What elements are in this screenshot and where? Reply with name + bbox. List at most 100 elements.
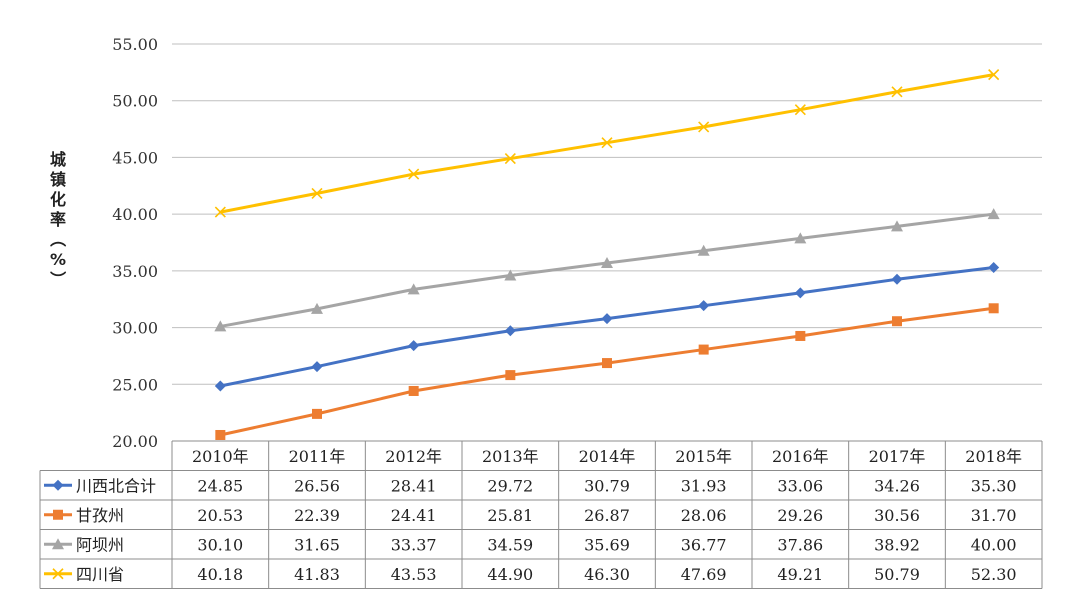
data-point bbox=[698, 300, 710, 312]
gridlines bbox=[172, 43, 1042, 385]
data-value-label: 38.92 bbox=[874, 535, 920, 554]
data-point bbox=[987, 208, 1000, 220]
legend-series-name: 四川省 bbox=[76, 565, 124, 584]
data-point bbox=[52, 568, 64, 580]
y-tick-label: 50.00 bbox=[112, 92, 158, 111]
series-line bbox=[220, 265, 994, 388]
x-category-label: 2014年 bbox=[579, 447, 636, 466]
data-value-label: 41.83 bbox=[294, 565, 340, 584]
data-value-label: 35.69 bbox=[584, 535, 630, 554]
data-value-label: 47.69 bbox=[681, 565, 727, 584]
data-value-label: 33.37 bbox=[391, 535, 437, 554]
data-point bbox=[214, 206, 226, 218]
data-point bbox=[311, 302, 323, 314]
data-point bbox=[601, 137, 613, 149]
x-category-label: 2015年 bbox=[675, 447, 732, 466]
y-axis-label-char: 镇 bbox=[50, 170, 66, 189]
data-point bbox=[504, 152, 516, 165]
legend-series-name: 川西北合计 bbox=[76, 476, 156, 495]
data-value-label: 28.41 bbox=[391, 476, 437, 495]
data-point bbox=[52, 538, 64, 550]
x-category-label: 2013年 bbox=[482, 447, 539, 466]
y-axis-label-char: 化 bbox=[50, 190, 66, 209]
data-point bbox=[891, 273, 903, 285]
data-value-label: 35.30 bbox=[971, 476, 1017, 495]
data-point bbox=[988, 261, 1000, 273]
x-category-label: 2012年 bbox=[385, 447, 442, 466]
data-value-label: 37.86 bbox=[777, 535, 823, 554]
data-point bbox=[891, 220, 903, 232]
data-point bbox=[408, 340, 420, 352]
y-tick-label: 40.00 bbox=[112, 205, 158, 224]
data-point-stroke bbox=[408, 168, 420, 180]
data-value-label: 26.87 bbox=[584, 506, 630, 525]
y-tick-label: 20.00 bbox=[112, 432, 158, 451]
data-value-label: 34.59 bbox=[487, 535, 533, 554]
data-value-label: 43.53 bbox=[391, 565, 437, 584]
data-point bbox=[794, 287, 806, 299]
data-point bbox=[601, 313, 613, 325]
y-axis-label-char: % bbox=[50, 250, 66, 269]
data-value-label: 40.18 bbox=[197, 565, 243, 584]
y-tick-label: 35.00 bbox=[112, 262, 158, 281]
y-axis-ticks: 20.00 25.00 30.00 35.00 40.00 45.00 50.00 55.00 bbox=[112, 35, 158, 451]
data-point-stroke bbox=[504, 152, 516, 165]
data-point bbox=[311, 187, 323, 199]
data-point bbox=[214, 380, 226, 392]
data-value-label: 26.56 bbox=[294, 476, 340, 495]
data-point bbox=[504, 269, 517, 281]
data-point-stroke bbox=[214, 206, 226, 218]
data-point bbox=[408, 385, 419, 396]
data-point bbox=[891, 86, 903, 98]
data-point bbox=[505, 370, 516, 381]
y-tick-label: 25.00 bbox=[112, 375, 158, 394]
data-point bbox=[52, 479, 64, 491]
y-axis-label-char: （ bbox=[48, 231, 67, 247]
data-value-label: 52.30 bbox=[971, 565, 1017, 584]
data-point bbox=[698, 121, 710, 133]
data-point bbox=[795, 330, 806, 341]
legend-series-name: 阿坝州 bbox=[76, 535, 124, 554]
x-category-label: 2018年 bbox=[965, 447, 1022, 466]
data-value-label: 30.10 bbox=[197, 535, 243, 554]
data-value-label: 31.93 bbox=[681, 476, 727, 495]
data-value-label: 25.81 bbox=[487, 506, 533, 525]
data-value-label: 28.06 bbox=[681, 506, 727, 525]
y-tick-label: 55.00 bbox=[112, 35, 158, 54]
data-point bbox=[214, 320, 227, 332]
data-point-stroke bbox=[891, 86, 903, 98]
y-axis-label-char: ） bbox=[48, 271, 67, 287]
data-value-label: 34.26 bbox=[874, 476, 920, 495]
data-point bbox=[794, 232, 807, 244]
series-line bbox=[220, 212, 994, 328]
series-markers bbox=[214, 69, 1000, 440]
x-category-label: 2010年 bbox=[192, 447, 249, 466]
data-value-label: 24.41 bbox=[391, 506, 437, 525]
y-axis-label-char: 率 bbox=[50, 210, 66, 229]
data-value-label: 44.90 bbox=[487, 565, 533, 584]
series-lines bbox=[220, 73, 994, 437]
data-point bbox=[697, 244, 710, 256]
y-tick-label: 30.00 bbox=[112, 319, 158, 338]
data-point bbox=[988, 69, 1000, 81]
data-value-label: 31.65 bbox=[294, 535, 340, 554]
data-value-label: 31.70 bbox=[971, 506, 1017, 525]
data-point-stroke bbox=[698, 121, 710, 133]
data-point bbox=[601, 257, 613, 269]
data-value-label: 29.72 bbox=[487, 476, 533, 495]
data-value-label: 30.56 bbox=[874, 506, 920, 525]
data-value-label: 20.53 bbox=[197, 506, 243, 525]
data-value-label: 22.39 bbox=[294, 506, 340, 525]
data-value-label: 33.06 bbox=[777, 476, 823, 495]
data-value-label: 30.79 bbox=[584, 476, 630, 495]
y-axis-label-char: 城 bbox=[50, 150, 66, 169]
data-point-stroke bbox=[311, 187, 323, 199]
data-point bbox=[794, 104, 806, 116]
data-value-label: 36.77 bbox=[681, 535, 727, 554]
y-tick-label: 45.00 bbox=[112, 148, 158, 167]
data-point bbox=[53, 509, 63, 520]
data-point bbox=[602, 358, 612, 369]
data-point bbox=[504, 325, 516, 337]
x-category-label: 2017年 bbox=[869, 447, 926, 466]
